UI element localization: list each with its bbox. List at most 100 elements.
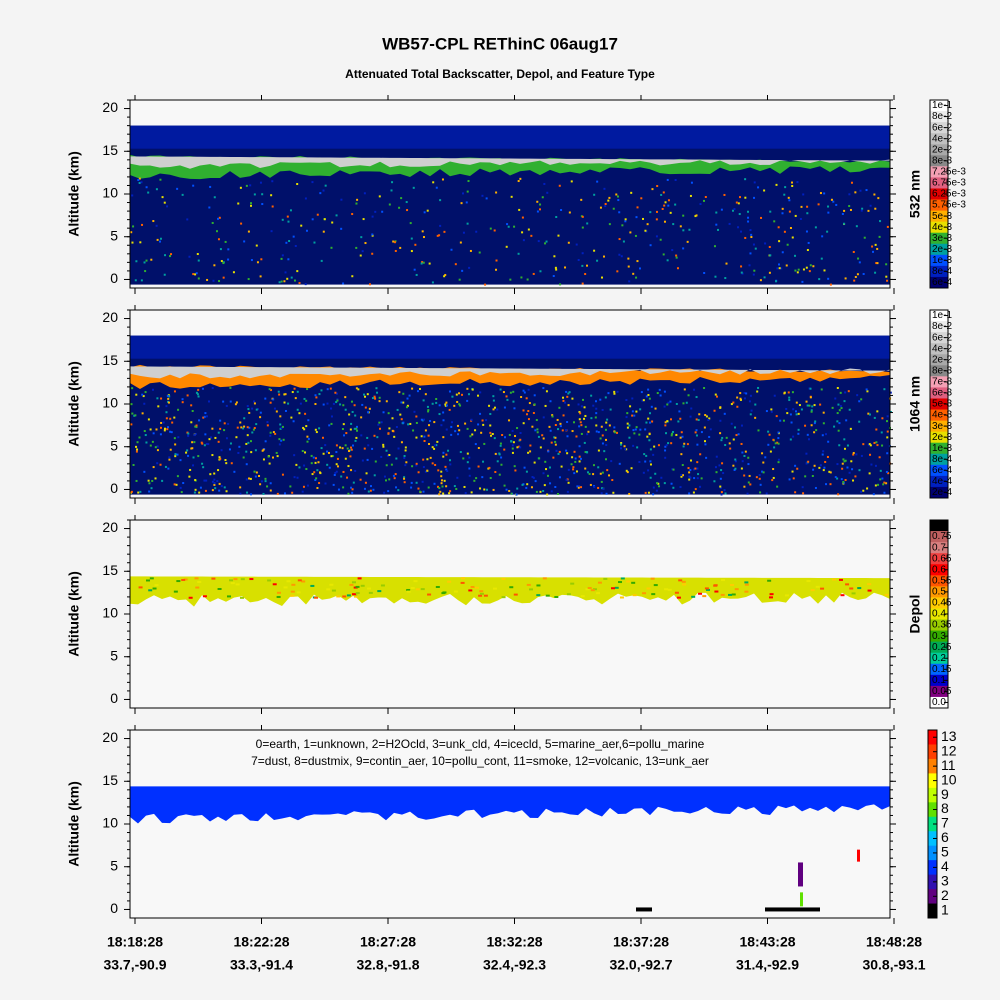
noise xyxy=(879,478,882,481)
noise xyxy=(812,468,815,471)
colorbar-label: 12 xyxy=(941,742,957,758)
noise xyxy=(410,481,413,484)
y-tick-label: 10 xyxy=(102,815,118,831)
colorbar-swatch xyxy=(930,133,948,145)
noise xyxy=(510,195,513,198)
noise xyxy=(168,458,171,461)
cloud-core xyxy=(130,362,890,379)
noise xyxy=(740,424,743,427)
noise xyxy=(248,411,251,414)
noise xyxy=(554,443,557,446)
noise xyxy=(262,492,265,495)
noise xyxy=(647,394,650,397)
noise xyxy=(646,435,649,438)
colorbar-swatch xyxy=(930,232,948,245)
colorbar-swatch xyxy=(930,210,948,223)
noise xyxy=(442,492,445,495)
noise xyxy=(839,391,842,394)
noise xyxy=(197,277,200,280)
noise xyxy=(744,236,747,239)
colorbar-label: 6e-3 xyxy=(932,388,952,399)
colorbar-swatch xyxy=(928,874,937,890)
noise xyxy=(246,434,249,437)
noise xyxy=(522,409,525,412)
noise xyxy=(454,263,457,266)
noise xyxy=(352,481,355,484)
colorbar-swatch xyxy=(930,531,948,543)
noise xyxy=(147,479,150,482)
noise xyxy=(785,407,788,410)
noise xyxy=(168,255,171,258)
noise xyxy=(149,428,152,431)
colorbar-label: 6e-2 xyxy=(932,332,952,343)
noise xyxy=(392,240,395,243)
noise xyxy=(256,408,259,411)
noise xyxy=(768,245,771,248)
noise xyxy=(743,474,746,477)
noise xyxy=(628,492,631,495)
colorbar-label: 0.45 xyxy=(932,598,952,609)
depol-patch xyxy=(614,586,619,589)
noise xyxy=(336,457,339,460)
noise xyxy=(605,438,608,441)
noise xyxy=(156,449,159,452)
colorbar-swatch xyxy=(930,619,948,632)
depol-patch xyxy=(585,588,590,591)
noise xyxy=(565,390,568,393)
depol-patch xyxy=(815,585,820,588)
noise xyxy=(612,207,615,210)
noise xyxy=(332,402,335,405)
depol-patch xyxy=(542,577,547,580)
colorbar-swatch xyxy=(930,597,948,609)
noise xyxy=(431,446,434,449)
noise xyxy=(699,485,702,488)
noise xyxy=(604,458,607,461)
colorbar-label: 0.1 xyxy=(932,675,946,686)
colorbar-swatch xyxy=(930,685,948,698)
depol-patch xyxy=(406,590,411,593)
noise xyxy=(290,276,293,279)
noise xyxy=(511,451,514,454)
noise xyxy=(525,486,528,489)
chart-subtitle: Attenuated Total Backscatter, Depol, and… xyxy=(345,67,655,81)
noise xyxy=(306,388,309,391)
noise xyxy=(348,450,351,453)
noise xyxy=(763,276,766,279)
noise xyxy=(493,229,496,232)
noise xyxy=(503,436,506,439)
depol-patch xyxy=(492,587,497,590)
noise xyxy=(458,392,461,395)
noise xyxy=(852,451,855,454)
noise xyxy=(166,205,169,208)
noise xyxy=(740,442,743,445)
noise xyxy=(544,460,547,463)
noise xyxy=(363,192,366,195)
depol-patch xyxy=(202,595,207,598)
noise xyxy=(150,487,153,490)
depol-patch xyxy=(461,577,466,580)
noise xyxy=(166,428,169,431)
noise xyxy=(704,443,707,446)
colorbar-label: 3e-3 xyxy=(932,233,952,244)
noise xyxy=(455,393,458,396)
noise xyxy=(247,408,250,411)
noise xyxy=(410,250,413,253)
noise xyxy=(764,456,767,459)
noise xyxy=(732,401,735,404)
noise xyxy=(152,466,155,469)
noise xyxy=(858,261,861,264)
y-tick-label: 15 xyxy=(102,352,118,368)
noise xyxy=(593,249,596,252)
noise xyxy=(631,397,634,400)
noise xyxy=(364,242,367,245)
colorbar-swatch xyxy=(930,365,948,377)
noise xyxy=(381,210,384,213)
noise xyxy=(647,417,650,420)
noise xyxy=(557,234,560,237)
noise xyxy=(351,410,354,413)
noise xyxy=(307,437,310,440)
noise xyxy=(438,487,441,490)
noise xyxy=(359,478,362,481)
noise xyxy=(754,416,757,419)
noise xyxy=(136,441,139,444)
